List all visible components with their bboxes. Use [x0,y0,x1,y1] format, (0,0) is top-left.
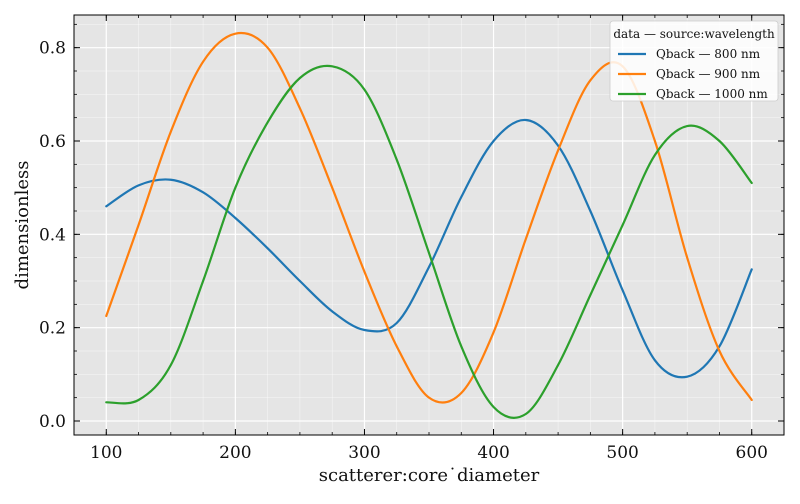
series-line-1 [105,118,753,379]
series-line-2 [105,31,753,404]
y-tick-label: 0.0 [39,412,66,432]
x-tick-label: 600 [736,443,768,463]
legend-label-1: Qback — 800 nm [656,47,761,61]
y-tick-label: 0.8 [39,39,66,59]
series-layer [105,31,753,419]
legend-box [609,20,779,102]
y-axis-label: dimensionless [12,161,33,290]
x-tick-label: 400 [477,443,509,463]
series-line-3 [105,64,753,419]
y-tick-label: 0.6 [39,132,66,152]
legend-label-3: Qback — 1000 nm [656,87,768,101]
legend-label-2: Qback — 900 nm [656,67,761,81]
tick-layer: 100 200 300 400 500 600 0.0 0.2 0.4 0.6 0.8 [39,15,785,463]
x-tick-label: 100 [90,443,122,463]
x-tick-label: 200 [219,443,251,463]
y-tick-label: 0.4 [39,225,66,245]
x-tick-label: 300 [348,443,380,463]
x-axis-label: scatterer:core˙diameter [319,465,540,486]
y-tick-label: 0.2 [39,319,66,339]
legend: data — source:wavelength Qback — 800 nm Qb… [609,20,779,102]
x-tick-label: 500 [606,443,638,463]
legend-title: data — source:wavelength [613,27,775,41]
